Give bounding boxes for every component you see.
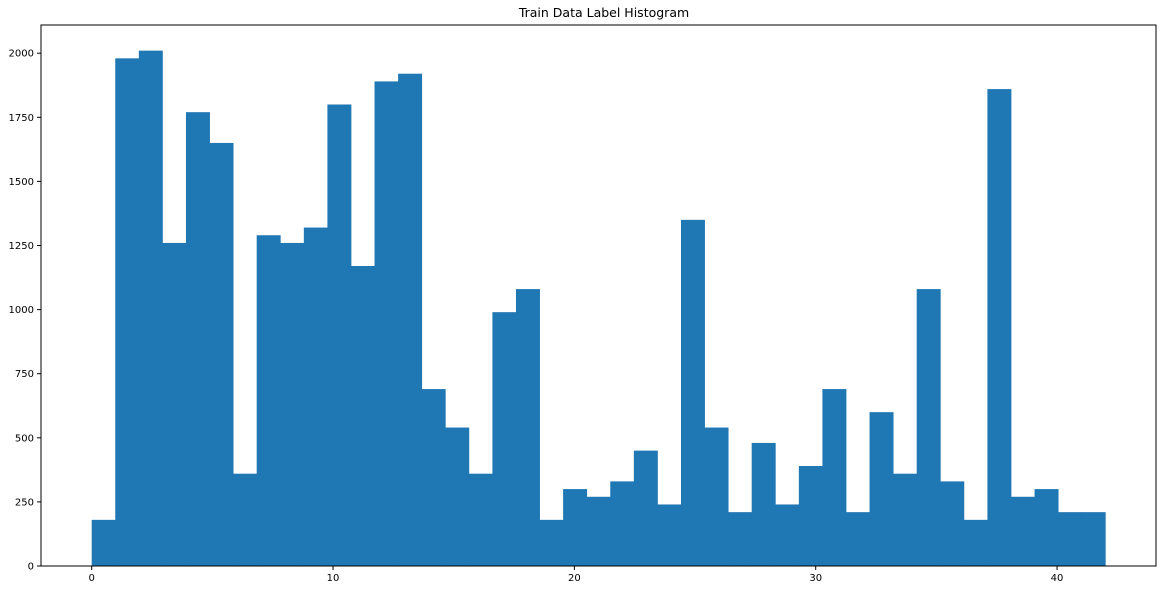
histogram-bar: [869, 412, 894, 566]
x-axis: 0 10 20 30 40: [88, 566, 1063, 584]
histogram-bar: [775, 504, 800, 566]
histogram-bar: [256, 235, 281, 566]
histogram-bar: [822, 389, 847, 566]
histogram-bar: [539, 519, 564, 566]
y-tick-label: 250: [15, 497, 34, 508]
y-tick-label: 1750: [9, 113, 34, 124]
x-tick-label: 0: [88, 573, 94, 584]
histogram-bar: [1058, 512, 1083, 566]
y-tick-label: 1500: [9, 177, 34, 188]
histogram-bar: [893, 473, 918, 566]
histogram-bar: [680, 219, 705, 567]
y-tick-label: 0: [28, 562, 34, 573]
histogram-bar: [657, 504, 682, 566]
histogram-bar: [233, 473, 258, 566]
y-tick-label: 500: [15, 433, 34, 444]
histogram-bar: [1010, 496, 1035, 566]
histogram-bar: [209, 142, 234, 567]
histogram-bar: [280, 242, 305, 566]
histogram-bar: [515, 289, 540, 566]
histogram-bar: [1081, 512, 1106, 566]
histogram-bar: [987, 89, 1012, 567]
histogram-bar: [162, 242, 187, 566]
histogram-bar: [303, 227, 328, 566]
histogram-bar: [398, 73, 423, 566]
y-tick-label: 1000: [9, 305, 34, 316]
histogram-bar: [563, 489, 588, 566]
y-tick-label: 750: [15, 369, 34, 380]
histogram-bar: [610, 481, 635, 566]
histogram-bar: [138, 50, 163, 566]
histogram-bar: [327, 104, 352, 567]
histogram-bar: [963, 519, 988, 566]
histogram-bar: [798, 466, 823, 566]
histogram-bar: [633, 450, 658, 566]
histogram-bar: [468, 473, 493, 566]
y-tick-label: 1250: [9, 241, 34, 252]
histogram-bar: [1034, 489, 1059, 566]
histogram-bar: [728, 512, 753, 566]
histogram-bar: [421, 389, 446, 566]
histogram-bar: [586, 496, 611, 566]
y-tick-label: 2000: [9, 49, 34, 60]
histogram-bar: [350, 266, 375, 566]
axes-frame: [40, 24, 1157, 567]
histogram-bar: [751, 442, 776, 566]
histogram-bar: [916, 289, 941, 566]
histogram-bar: [940, 481, 965, 566]
histogram-bar: [91, 519, 116, 566]
histogram-bar: [704, 427, 729, 566]
histogram-bar: [845, 512, 870, 566]
bars-group: [91, 50, 1106, 567]
y-axis: 0 250 500 750 1000 1250 1500 1750 2000: [9, 49, 41, 573]
chart-title: Train Data Label Histogram: [518, 5, 689, 20]
histogram-bar: [185, 112, 210, 566]
histogram-bar: [374, 81, 399, 566]
histogram-bar: [445, 427, 470, 566]
x-tick-label: 30: [809, 573, 822, 584]
x-tick-label: 20: [568, 573, 581, 584]
histogram-bar: [492, 312, 517, 566]
x-tick-label: 40: [1051, 573, 1064, 584]
x-tick-label: 10: [327, 573, 340, 584]
histogram-bar: [115, 58, 140, 566]
